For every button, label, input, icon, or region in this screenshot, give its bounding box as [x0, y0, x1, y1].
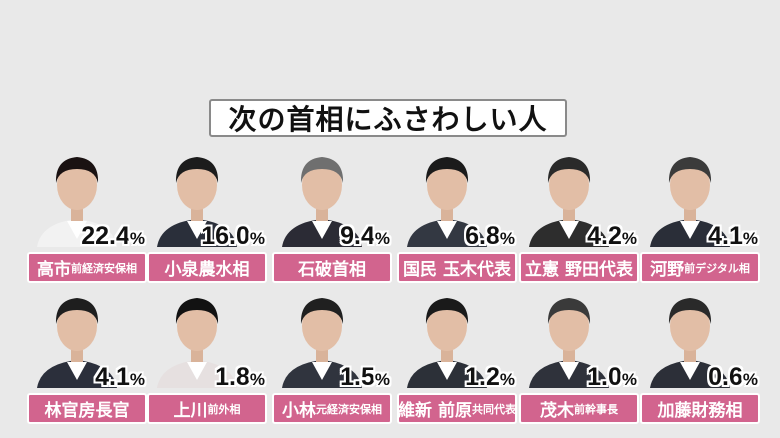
- candidate-label: 高市 前経済安保相: [27, 252, 147, 283]
- portrait-icon: [519, 284, 619, 388]
- percentage-value: 0.6%: [708, 365, 758, 390]
- percentage-value: 9.4%: [340, 224, 390, 249]
- percentage-unit: %: [742, 229, 758, 248]
- candidate-label: 石破 首相: [272, 252, 392, 283]
- candidate-label: 上川 前外相: [147, 393, 267, 424]
- percentage-unit: %: [129, 229, 145, 248]
- percentage-number: 16.0: [201, 222, 250, 250]
- portrait-icon: [640, 143, 740, 247]
- portrait-icon: [640, 284, 740, 388]
- candidate-label: 茂木 前幹事長: [519, 393, 639, 424]
- candidate-name: 茂木: [540, 401, 574, 421]
- candidate-label: 河野 前デジタル相: [640, 252, 760, 283]
- candidate-card: 4.1% 河野 前デジタル相: [640, 143, 760, 283]
- candidate-name: 高市: [37, 260, 71, 280]
- percentage-unit: %: [621, 229, 637, 248]
- candidate-card: 0.6% 加藤 財務相: [640, 284, 760, 424]
- percentage-number: 4.2: [587, 222, 622, 250]
- candidate-role: 首相: [332, 260, 366, 280]
- candidate-name: 加藤: [657, 401, 692, 421]
- percentage-number: 1.2: [465, 363, 500, 391]
- candidate-role: 財務相: [691, 401, 743, 421]
- percentage-value: 1.5%: [340, 365, 390, 390]
- portrait-icon: [272, 143, 372, 247]
- candidate-label: 林官房長官: [27, 393, 147, 424]
- portrait-icon: [272, 284, 372, 388]
- candidate-role: 共同代表: [471, 402, 516, 416]
- candidate-name: 維新 前原: [398, 401, 472, 421]
- candidate-label: 小林 元経済安保相: [272, 393, 392, 424]
- candidate-card: 1.0% 茂木 前幹事長: [519, 284, 639, 424]
- percentage-unit: %: [129, 370, 145, 389]
- candidate-role: 前外相: [207, 402, 241, 416]
- portrait-icon: [519, 143, 619, 247]
- percentage-unit: %: [249, 229, 265, 248]
- portrait-icon: [397, 143, 497, 247]
- candidate-card: 4.1% 林官房長官: [27, 284, 147, 424]
- candidate-role: 農水相: [198, 260, 250, 280]
- candidate-name: 石破: [298, 260, 332, 280]
- percentage-unit: %: [374, 229, 390, 248]
- candidate-name: 小泉: [164, 260, 199, 280]
- percentage-value: 1.0%: [587, 365, 637, 390]
- candidate-card: 6.8% 国民 玉木 代表: [397, 143, 517, 283]
- portrait-icon: [27, 143, 127, 247]
- chart-title: 次の首相にふさわしい人: [209, 99, 567, 137]
- percentage-number: 22.4: [81, 222, 130, 250]
- portrait-icon: [147, 284, 247, 388]
- percentage-value: 1.2%: [465, 365, 515, 390]
- portrait-icon: [397, 284, 497, 388]
- candidate-role: 代表: [476, 260, 511, 280]
- percentage-value: 1.8%: [215, 365, 265, 390]
- candidate-card: 1.2% 維新 前原 共同代表: [397, 284, 517, 424]
- candidate-card: 22.4% 高市 前経済安保相: [27, 143, 147, 283]
- percentage-number: 1.5: [340, 363, 375, 391]
- percentage-value: 4.2%: [587, 224, 637, 249]
- percentage-number: 0.6: [708, 363, 743, 391]
- percentage-number: 9.4: [340, 222, 375, 250]
- percentage-value: 4.1%: [708, 224, 758, 249]
- percentage-number: 1.8: [215, 363, 250, 391]
- candidate-label: 加藤 財務相: [640, 393, 760, 424]
- portrait-icon: [147, 143, 247, 247]
- percentage-value: 6.8%: [465, 224, 515, 249]
- percentage-unit: %: [499, 370, 515, 389]
- candidate-name: 河野: [650, 260, 685, 280]
- candidate-card: 1.5% 小林 元経済安保相: [272, 284, 392, 424]
- percentage-unit: %: [621, 370, 637, 389]
- candidate-label: 立憲 野田 代表: [519, 252, 639, 283]
- percentage-value: 16.0%: [201, 224, 265, 249]
- candidate-card: 4.2% 立憲 野田 代表: [519, 143, 639, 283]
- portrait-icon: [27, 284, 127, 388]
- percentage-number: 4.1: [95, 363, 130, 391]
- candidate-role: 前デジタル相: [684, 261, 750, 275]
- percentage-number: 1.0: [587, 363, 622, 391]
- percentage-unit: %: [249, 370, 265, 389]
- candidate-card: 16.0% 小泉 農水相: [147, 143, 267, 283]
- candidate-name: 小林: [282, 401, 316, 421]
- candidate-label: 維新 前原 共同代表: [397, 393, 517, 424]
- candidate-role: 官房長官: [61, 401, 130, 421]
- percentage-number: 6.8: [465, 222, 500, 250]
- candidate-card: 9.4% 石破 首相: [272, 143, 392, 283]
- candidate-name: 立憲 野田: [525, 260, 599, 280]
- percentage-unit: %: [742, 370, 758, 389]
- candidate-label: 国民 玉木 代表: [397, 252, 517, 283]
- percentage-number: 4.1: [708, 222, 743, 250]
- candidate-role: 前幹事長: [574, 402, 618, 416]
- candidate-name: 上川: [173, 401, 208, 421]
- percentage-unit: %: [499, 229, 515, 248]
- candidate-card: 1.8% 上川 前外相: [147, 284, 267, 424]
- candidate-name: 林: [44, 401, 62, 421]
- percentage-value: 22.4%: [81, 224, 145, 249]
- candidate-name: 国民 玉木: [403, 260, 477, 280]
- candidate-role: 前経済安保相: [71, 261, 137, 275]
- percentage-value: 4.1%: [95, 365, 145, 390]
- candidate-label: 小泉 農水相: [147, 252, 267, 283]
- candidate-role: 元経済安保相: [316, 402, 382, 416]
- percentage-unit: %: [374, 370, 390, 389]
- candidate-role: 代表: [598, 260, 633, 280]
